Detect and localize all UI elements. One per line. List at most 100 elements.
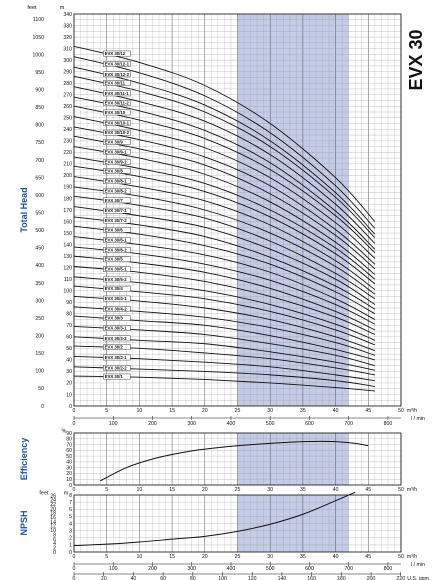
x-tick-gpm: 80: [190, 576, 196, 580]
series-label: EVX 30/11-1: [105, 91, 130, 96]
y-tick-feet: 800: [35, 123, 44, 129]
y-tick-feet: 1100: [33, 17, 44, 23]
npsh-x-tick: 0: [73, 554, 76, 560]
npsh-y-tick-feet: 6: [53, 537, 56, 543]
series-label: EVX 30/2: [105, 345, 124, 350]
series-label: EVX 30/3-2: [105, 336, 128, 341]
y-unit-feet: feet: [27, 5, 37, 11]
y-tick-feet: 600: [35, 193, 44, 199]
eff-y-tick: 30: [66, 465, 72, 471]
series-label-box: [103, 50, 131, 57]
y-tick-feet: 0: [41, 404, 44, 410]
npsh-y-tick-feet: 4: [53, 541, 56, 547]
series-label-box: [103, 306, 131, 312]
head-curve-12: [73, 156, 376, 280]
npsh-y-tick-m: 0: [69, 550, 72, 556]
y-tick-m: 10: [66, 392, 72, 398]
series-label: EVX 30/8-2: [105, 189, 128, 194]
eff-y-tick: 70: [66, 442, 72, 448]
series-label-box: [103, 80, 131, 86]
head-curve-15: [73, 186, 376, 295]
series-label: EVX 30/4: [105, 286, 124, 291]
head-curve-3: [73, 66, 376, 235]
npsh-x-tick: 25: [235, 554, 241, 560]
series-label: EVX 30/5-1: [105, 267, 128, 272]
eff-y-unit: %: [62, 429, 67, 435]
npsh-y-tick-feet: 24: [50, 498, 56, 504]
npsh-y-tick-feet: 22: [50, 502, 56, 508]
y-tick-m: 320: [63, 35, 72, 41]
npsh-y-tick-m: 5: [69, 514, 72, 520]
series-label-box: [103, 197, 131, 204]
x-tick-m3h: 45: [365, 408, 371, 414]
y-tick-m: 200: [63, 173, 72, 179]
y-tick-m: 210: [63, 162, 72, 168]
head-curve-19: [73, 225, 376, 315]
series-label: EVX 30/4-2: [105, 306, 128, 311]
head-curve-33: [73, 366, 375, 387]
series-label-box: [103, 365, 131, 371]
head-curve-4: [73, 75, 376, 238]
series-label: EVX 30/2-2: [105, 365, 128, 370]
head-curve-26: [73, 296, 375, 352]
npsh-panel-frame: [73, 494, 402, 553]
series-label: EVX 30/7: [105, 198, 124, 203]
npsh-x-tick: 20: [202, 554, 208, 560]
y-tick-m: 240: [63, 127, 72, 133]
y-tick-m: 300: [63, 58, 72, 64]
series-label-box: [103, 325, 131, 331]
x2-tick-lmin: 200: [148, 566, 157, 572]
series-label: EVX 30/9-1: [105, 149, 128, 154]
x-tick-gpm: 220: [396, 576, 405, 580]
series-label: EVX 30/12-2: [105, 72, 130, 77]
series-label: EVX 30/8: [105, 168, 124, 173]
head-curve-27: [73, 306, 375, 356]
series-label-box: [103, 148, 131, 155]
x-tick-lmin: 800: [384, 421, 393, 427]
series-label: EVX 30/3: [105, 316, 124, 321]
x-tick-lmin: 400: [227, 421, 236, 427]
npsh-y-tick-m: 4: [69, 521, 72, 527]
x-tick-lmin: 500: [266, 421, 275, 427]
npsh-x-tick: 45: [365, 554, 371, 560]
series-label: EVX 30/12: [105, 51, 126, 56]
y-tick-feet: 150: [35, 351, 44, 357]
series-label-box: [103, 90, 131, 97]
head-curve-18: [73, 216, 376, 310]
x-tick-gpm: 180: [337, 576, 346, 580]
x-unit-lmin: l / min: [411, 416, 425, 422]
series-label-box: [103, 207, 131, 214]
y-tick-feet: 550: [35, 211, 44, 217]
head-curve-31: [73, 345, 375, 376]
eff-y-tick: 40: [66, 460, 72, 466]
y-tick-feet: 900: [35, 88, 44, 94]
series-label: EVX 30/6: [105, 227, 124, 232]
series-label-box: [103, 100, 131, 107]
head-curve-5: [73, 86, 376, 244]
eff-x-tick: 40: [333, 487, 339, 493]
head-curve-21: [73, 246, 376, 325]
y-unit-m: m: [60, 5, 65, 11]
series-label: EVX 30/3-1: [105, 326, 128, 331]
efficiency-curve: [99, 440, 369, 482]
y-tick-m: 250: [63, 116, 72, 122]
series-label-box: [103, 256, 131, 263]
head-curve-28: [73, 315, 375, 361]
head-curve-30: [73, 336, 375, 371]
y-tick-feet: 1000: [32, 52, 44, 58]
y-tick-m: 340: [63, 12, 72, 18]
series-label-box: [103, 188, 131, 194]
y-tick-feet: 100: [35, 369, 44, 375]
npsh-y-tick-m: 2: [69, 536, 72, 542]
npsh-x-tick: 5: [105, 554, 108, 560]
y-tick-m: 20: [66, 381, 72, 387]
series-label-box: [103, 237, 131, 243]
y-tick-m: 220: [63, 150, 72, 156]
npsh-x-tick: 40: [333, 554, 339, 560]
y-tick-feet: 700: [35, 158, 44, 164]
y-tick-m: 260: [63, 104, 72, 110]
series-label: EVX 30/9-2: [105, 160, 128, 165]
x-tick-lmin: 200: [148, 421, 157, 427]
series-label: EVX 30/12-1: [105, 61, 130, 66]
